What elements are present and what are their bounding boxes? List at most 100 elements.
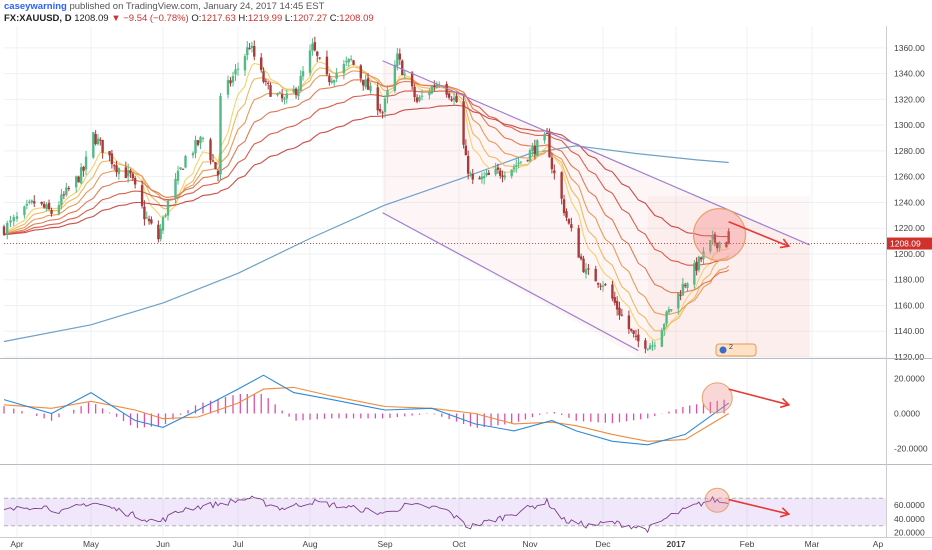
candle-up xyxy=(199,136,202,144)
candle-up xyxy=(299,76,302,91)
candle-down xyxy=(229,80,232,84)
candle-up xyxy=(23,206,26,216)
candle-down xyxy=(113,165,116,167)
candle-down xyxy=(269,85,272,97)
candle-up xyxy=(718,242,721,249)
time-axis-tick: Mar xyxy=(805,539,820,549)
candle-down xyxy=(214,162,217,170)
candle-down xyxy=(587,268,590,270)
candle-up xyxy=(693,263,696,285)
candle-down xyxy=(352,60,355,65)
candle-down xyxy=(644,340,647,349)
candle-up xyxy=(536,140,539,157)
candle-down xyxy=(632,330,635,334)
candle-down xyxy=(94,134,97,145)
published-text: published on TradingView.com, January 24… xyxy=(69,1,325,12)
candle-down xyxy=(613,297,616,303)
rsi-axis-tick: 40.0000 xyxy=(894,514,925,524)
candle-up xyxy=(452,97,456,101)
candle-down xyxy=(445,84,448,95)
event-badge-count: 2 xyxy=(729,344,733,351)
candle-down xyxy=(716,242,719,249)
candle-up xyxy=(330,80,333,83)
candle-down xyxy=(615,300,619,310)
candle-down xyxy=(526,160,529,162)
candle-down xyxy=(67,188,70,190)
candle-down xyxy=(433,85,436,88)
candle-down xyxy=(462,101,465,145)
candle-up xyxy=(342,63,346,74)
macd-axis-tick: -20.0000 xyxy=(894,443,928,453)
low-value: 1207.27 xyxy=(292,13,328,24)
channel-shaded-area xyxy=(382,60,810,357)
price-axis-tick: 1260.00 xyxy=(894,172,925,182)
author-link[interactable]: caseywarning xyxy=(4,1,67,12)
candle-up xyxy=(349,58,353,60)
candle-up xyxy=(301,71,305,77)
candle-up xyxy=(482,176,486,179)
candle-down xyxy=(108,151,111,156)
price-axis-tick: 1300.00 xyxy=(894,120,925,130)
candle-down xyxy=(129,170,132,174)
time-axis-tick: Feb xyxy=(740,539,755,549)
candle-up xyxy=(60,194,63,206)
candle-up xyxy=(9,220,12,223)
symbol-label[interactable]: FX:XAUUSD, D xyxy=(4,13,72,24)
candle-down xyxy=(604,284,607,286)
high-value: 1219.99 xyxy=(247,13,283,24)
candle-up xyxy=(236,68,240,70)
candle-down xyxy=(366,78,370,90)
chart-header: caseywarning published on TradingView.co… xyxy=(0,0,932,26)
price-axis-tick: 1280.00 xyxy=(894,146,925,156)
candle-down xyxy=(618,307,621,316)
candle-up xyxy=(584,268,588,274)
candle-down xyxy=(150,219,153,224)
candle-down xyxy=(599,285,602,287)
candle-up xyxy=(393,64,397,91)
candle-up xyxy=(194,139,197,154)
candle-down xyxy=(262,71,265,82)
candle-up xyxy=(403,73,406,75)
candle-down xyxy=(62,194,66,196)
rsi-axis-tick: 60.0000 xyxy=(894,500,925,510)
candle-up xyxy=(670,309,673,311)
candles xyxy=(2,36,730,354)
candle-down xyxy=(487,172,490,175)
time-axis-tick: 2017 xyxy=(667,539,686,549)
candle-down xyxy=(359,65,363,79)
candle-down xyxy=(376,87,379,111)
down-triangle-icon: ▼ xyxy=(111,13,121,24)
candle-up xyxy=(709,240,712,252)
candle-up xyxy=(57,205,61,214)
candle-up xyxy=(117,168,121,174)
candle-up xyxy=(510,169,513,177)
rsi-axis-tick: 20.0000 xyxy=(894,528,925,538)
candle-down xyxy=(115,165,118,173)
candle-up xyxy=(646,348,649,350)
candle-up xyxy=(697,256,701,270)
open-label: O: xyxy=(191,13,202,24)
candle-up xyxy=(174,178,177,199)
time-axis-tick: Apr xyxy=(10,539,23,549)
candle-up xyxy=(369,86,372,91)
candle-down xyxy=(157,224,160,240)
candle-up xyxy=(159,228,162,240)
rsi-arrow xyxy=(728,498,789,515)
price-axis-tick: 1220.00 xyxy=(894,223,925,233)
candle-up xyxy=(278,92,282,94)
candle-up xyxy=(166,200,170,216)
last-price-tag xyxy=(887,237,932,250)
candle-down xyxy=(471,174,474,180)
candle-up xyxy=(512,167,516,170)
candle-down xyxy=(683,285,687,287)
candle-down xyxy=(545,133,549,135)
candle-down xyxy=(533,145,537,155)
time-axis-tick: Ap xyxy=(873,539,884,549)
candle-up xyxy=(161,217,165,231)
candle-down xyxy=(401,60,404,76)
price-arrow-head xyxy=(779,238,791,249)
candle-down xyxy=(499,170,502,176)
candle-up xyxy=(75,176,78,188)
candle-up xyxy=(297,89,300,97)
